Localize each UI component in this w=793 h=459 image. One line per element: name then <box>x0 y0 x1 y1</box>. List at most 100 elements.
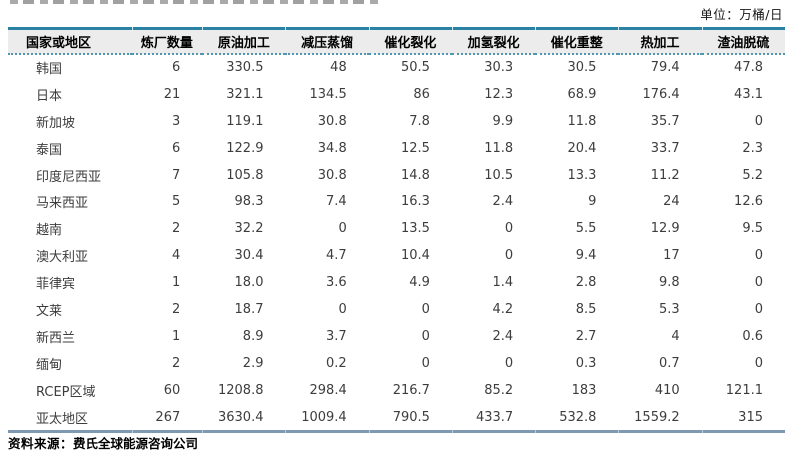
table-row: 马来西亚 5 98.3 7.4 16.3 2.4 9 24 12.6 <box>8 188 785 216</box>
column-header: 渣油脱硫 <box>701 30 785 55</box>
cell-value: 0 <box>701 107 785 135</box>
border-segment <box>202 430 286 434</box>
cell-value: 183 <box>535 376 619 404</box>
column-header: 催化裂化 <box>368 30 452 55</box>
cell-value: 3 <box>131 107 203 135</box>
cell-value: 119.1 <box>202 107 286 135</box>
cell-value: 11.2 <box>618 161 702 189</box>
cell-value: 68.9 <box>535 80 619 108</box>
source-note: 资料来源：费氏全球能源咨询公司 <box>8 433 198 452</box>
cell-value: 0 <box>701 296 785 323</box>
cell-value: 1.4 <box>451 269 536 297</box>
cell-value: 60 <box>131 376 203 404</box>
cell-value: 30.5 <box>535 54 619 81</box>
cell-value: 0 <box>701 242 785 270</box>
cell-value: 7 <box>131 161 203 189</box>
border-segment <box>285 430 369 434</box>
cell-value: 7.4 <box>285 188 369 216</box>
table-row: 韩国 6 330.5 48 50.5 30.3 30.5 79.4 47.8 <box>8 54 785 81</box>
cell-value: 0 <box>701 349 785 377</box>
column-header: 加氢裂化 <box>451 30 536 55</box>
row-label: 缅甸 <box>8 349 132 377</box>
cell-value: 20.4 <box>535 134 619 162</box>
cell-value: 11.8 <box>451 134 536 162</box>
column-header: 国家或地区 <box>8 30 132 55</box>
cell-value: 1208.8 <box>202 376 286 404</box>
cell-value: 4 <box>131 242 203 270</box>
table-row: 泰国 6 122.9 34.8 12.5 11.8 20.4 33.7 2.3 <box>8 134 785 162</box>
table-bottom-border <box>8 430 785 434</box>
cell-value: 47.8 <box>701 54 785 81</box>
row-label: 韩国 <box>8 54 132 81</box>
cell-value: 0 <box>285 215 369 243</box>
cell-value: 24 <box>618 188 702 216</box>
cell-value: 6 <box>131 134 203 162</box>
cell-value: 30.8 <box>285 161 369 189</box>
source-label: 资料来源： <box>8 436 74 451</box>
cell-value: 330.5 <box>202 54 286 81</box>
row-label: 文莱 <box>8 296 132 323</box>
cell-value: 2.9 <box>202 349 286 377</box>
cell-value: 0 <box>451 349 536 377</box>
cell-value: 433.7 <box>451 403 536 431</box>
cell-value: 1009.4 <box>285 403 369 431</box>
cell-value: 50.5 <box>368 54 452 81</box>
border-segment <box>8 27 132 30</box>
cell-value: 2 <box>131 349 203 377</box>
cell-value: 532.8 <box>535 403 619 431</box>
cell-value: 17 <box>618 242 702 270</box>
row-label: 新加坡 <box>8 107 132 135</box>
row-label: 泰国 <box>8 134 132 162</box>
cell-value: 410 <box>618 376 702 404</box>
border-segment <box>701 27 785 30</box>
cell-value: 10.4 <box>368 242 452 270</box>
cell-value: 0 <box>368 349 452 377</box>
header-row: 国家或地区 炼厂数量 原油加工 减压蒸馏 催化裂化 加氢裂化 催化重整 热加工 渣油脱硫 <box>8 30 785 55</box>
row-label: 马来西亚 <box>8 188 132 216</box>
cell-value: 98.3 <box>202 188 286 216</box>
cell-value: 0.7 <box>618 349 702 377</box>
cell-value: 3630.4 <box>202 403 286 431</box>
cell-value: 12.5 <box>368 134 452 162</box>
cell-value: 0.6 <box>701 322 785 350</box>
table-row: RCEP区域 60 1208.8 298.4 216.7 85.2 183 410 121.1 <box>8 376 785 404</box>
cell-value: 13.5 <box>368 215 452 243</box>
cell-value: 11.8 <box>535 107 619 135</box>
cell-value: 315 <box>701 403 785 431</box>
cell-value: 9.8 <box>618 269 702 297</box>
border-segment <box>451 430 536 434</box>
cell-value: 790.5 <box>368 403 452 431</box>
border-segment <box>202 27 286 30</box>
cell-value: 30.4 <box>202 242 286 270</box>
border-segment <box>368 430 452 434</box>
cell-value: 3.6 <box>285 269 369 297</box>
cell-value: 9.9 <box>451 107 536 135</box>
column-header: 热加工 <box>618 30 702 55</box>
cell-value: 2 <box>131 296 203 323</box>
cell-value: 35.7 <box>618 107 702 135</box>
table-row: 亚太地区 267 3630.4 1009.4 790.5 433.7 532.8 1559.2… <box>8 403 785 431</box>
cell-value: 33.7 <box>618 134 702 162</box>
cell-value: 4.9 <box>368 269 452 297</box>
row-label: 越南 <box>8 215 132 243</box>
cell-value: 30.8 <box>285 107 369 135</box>
clipped-title-fragment <box>10 0 382 4</box>
table-row: 缅甸 2 2.9 0.2 0 0 0.3 0.7 0 <box>8 349 785 377</box>
cell-value: 121.1 <box>701 376 785 404</box>
cell-value: 176.4 <box>618 80 702 108</box>
row-label: 菲律宾 <box>8 269 132 297</box>
border-segment <box>535 27 619 30</box>
border-segment <box>131 27 203 30</box>
column-header: 催化重整 <box>535 30 619 55</box>
cell-value: 2.8 <box>535 269 619 297</box>
cell-value: 18.0 <box>202 269 286 297</box>
cell-value: 5 <box>131 188 203 216</box>
table-row: 印度尼西亚 7 105.8 30.8 14.8 10.5 13.3 11.2 5.2 <box>8 161 785 189</box>
cell-value: 9 <box>535 188 619 216</box>
table-row: 日本 21 321.1 134.5 86 12.3 68.9 176.4 43.1 <box>8 80 785 108</box>
cell-value: 1559.2 <box>618 403 702 431</box>
cell-value: 0 <box>368 322 452 350</box>
column-header: 减压蒸馏 <box>285 30 369 55</box>
cell-value: 0.2 <box>285 349 369 377</box>
cell-value: 3.7 <box>285 322 369 350</box>
